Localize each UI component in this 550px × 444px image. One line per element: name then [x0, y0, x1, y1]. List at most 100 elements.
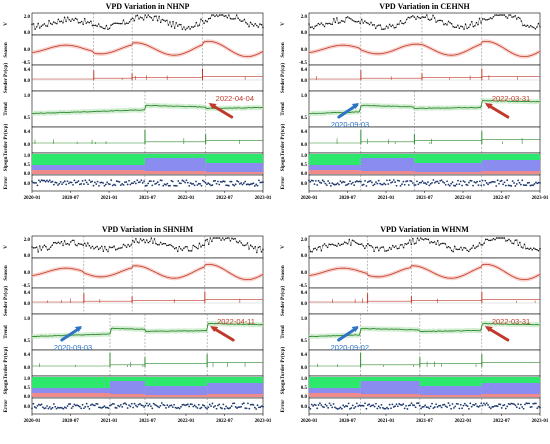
error-point: [525, 184, 528, 187]
error-point: [334, 183, 336, 186]
error-point: [48, 179, 51, 182]
trend-line: [31, 104, 264, 114]
error-point: [515, 183, 518, 185]
error-tick: 0.0: [24, 405, 31, 410]
slope-positive-band: [32, 377, 110, 388]
error-point: [496, 405, 499, 408]
error-point: [193, 184, 196, 187]
error-point: [144, 404, 147, 407]
slope-zero-band: [419, 386, 482, 395]
error-point: [37, 403, 40, 406]
error-point: [458, 407, 461, 410]
error-point: [536, 407, 539, 410]
error-point: [160, 179, 163, 182]
error-point: [173, 184, 176, 187]
error-point: [325, 184, 328, 187]
blue-arrowhead: [351, 103, 359, 109]
error-point: [488, 181, 491, 184]
slope-tick: 1.0: [24, 154, 31, 159]
trend-tick: 0.5: [301, 339, 308, 344]
error-point: [77, 404, 80, 407]
prob-tick: 0.4: [301, 130, 308, 135]
error-point: [487, 404, 489, 406]
error-point: [537, 181, 540, 184]
error-point: [46, 405, 48, 407]
error-point: [462, 404, 465, 407]
error-point: [125, 181, 128, 183]
error-point: [237, 406, 240, 409]
error-point: [354, 181, 357, 183]
error-point: [332, 183, 335, 186]
chart-panel-3: VPD Variation in SHNHM V Season Seeder Pr(c…: [2, 225, 272, 424]
error-point: [44, 407, 47, 409]
blue-arrow-shaft: [337, 326, 359, 342]
error-point: [200, 184, 203, 187]
slope-zero-band: [481, 160, 540, 171]
prob-tick: 0.4: [24, 353, 31, 358]
error-point: [99, 406, 102, 409]
error-point: [327, 180, 330, 182]
error-point: [373, 405, 376, 408]
x-tick-label: 2020-07: [62, 419, 79, 424]
error-point: [248, 183, 251, 186]
error-point: [39, 180, 42, 183]
error-point: [226, 184, 229, 187]
error-point: [355, 180, 358, 182]
chart-title: VPD Variation in WHNM: [380, 225, 469, 234]
error-point: [425, 406, 428, 409]
error-point: [343, 406, 346, 408]
error-point: [421, 180, 424, 183]
error-point: [489, 407, 492, 410]
season-line: [31, 41, 264, 57]
error-point: [151, 407, 154, 410]
error-point: [321, 179, 324, 182]
error-point: [241, 403, 244, 405]
slope-negative-band: [360, 394, 420, 397]
error-point: [121, 182, 124, 185]
error-point: [89, 181, 92, 183]
prob-tick: 0.4: [24, 68, 31, 73]
error-point: [143, 406, 145, 408]
slope-negative-band: [205, 172, 263, 174]
error-point: [370, 181, 373, 184]
error-point: [85, 181, 88, 184]
error-point: [182, 180, 185, 183]
error-point: [192, 182, 195, 185]
error-point: [334, 406, 336, 409]
error-point: [165, 184, 167, 186]
error-point: [380, 183, 383, 186]
x-tick-label: 2020-07: [62, 196, 79, 201]
error-point: [247, 183, 249, 186]
error-point: [218, 403, 221, 406]
error-point: [444, 183, 447, 186]
error-point: [137, 181, 140, 184]
panel-ylabel: Slpsgn: [280, 157, 286, 172]
error-point: [51, 180, 54, 183]
season-band: [309, 262, 540, 282]
error-point: [48, 406, 51, 408]
slope-zero-band: [205, 163, 263, 172]
error-point: [350, 182, 353, 185]
error-point: [458, 183, 461, 186]
error-point: [128, 404, 130, 407]
error-point: [208, 403, 211, 406]
error-point: [96, 180, 99, 183]
error-point: [355, 402, 358, 405]
x-tick-label: 2021-01: [101, 419, 118, 424]
error-point: [529, 406, 532, 409]
trend-cp-cumulative: [32, 140, 263, 144]
error-point: [500, 179, 503, 182]
error-point: [170, 179, 173, 182]
error-point: [328, 402, 331, 405]
x-tick-label: 2020-01: [301, 196, 318, 201]
error-point: [141, 181, 144, 184]
panel-ylabel: Torder Pr(tcp): [279, 347, 286, 380]
chart-panel-2: VPD Variation in CEHNH V Season Seeder Pr(c…: [279, 2, 549, 201]
error-point: [181, 179, 184, 182]
error-point: [248, 407, 251, 410]
annotation-label: 2022-04-11: [217, 317, 255, 326]
error-point: [203, 404, 206, 407]
x-tick-label: 2021-07: [416, 196, 433, 201]
error-point: [390, 181, 392, 184]
error-point: [96, 403, 99, 405]
